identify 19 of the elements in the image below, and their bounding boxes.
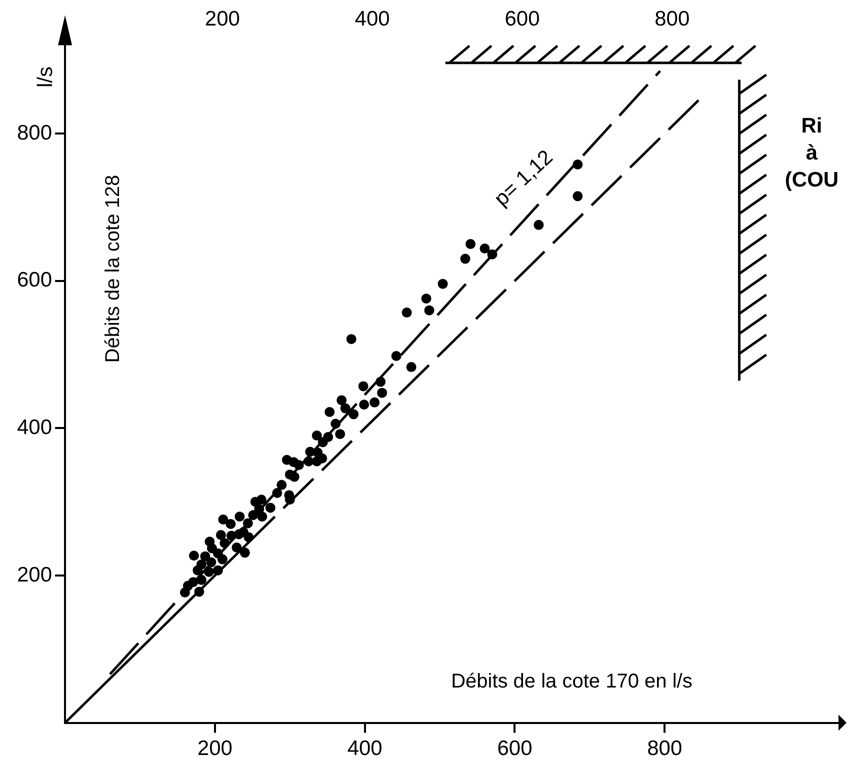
x-tick-label: 200 <box>197 737 232 760</box>
x2-tick-label: 600 <box>504 7 540 30</box>
y-tick-label: 200 <box>16 563 52 586</box>
x2-tick-label: 200 <box>204 7 240 30</box>
annotation: (COU <box>784 168 839 192</box>
y-axis-title: Débits de la cote 128 <box>102 174 124 363</box>
x-tick-label: 400 <box>347 737 382 760</box>
annotation: à <box>806 141 818 164</box>
annotation: Ri <box>801 114 822 138</box>
y-tick-label: 400 <box>16 416 52 439</box>
x2-tick-label: 400 <box>354 7 390 30</box>
y-tick-label: 600 <box>16 268 52 292</box>
y-tick-label: 800 <box>16 121 52 144</box>
x-tick-label: 600 <box>497 737 532 760</box>
annotation: p= 1,12 <box>490 146 558 211</box>
text: l/s <box>34 66 58 88</box>
x-axis-title: Débits de la cote 170 en l/s <box>451 670 692 693</box>
x2-tick-label: 800 <box>654 7 690 30</box>
x-tick-label: 800 <box>647 737 682 760</box>
